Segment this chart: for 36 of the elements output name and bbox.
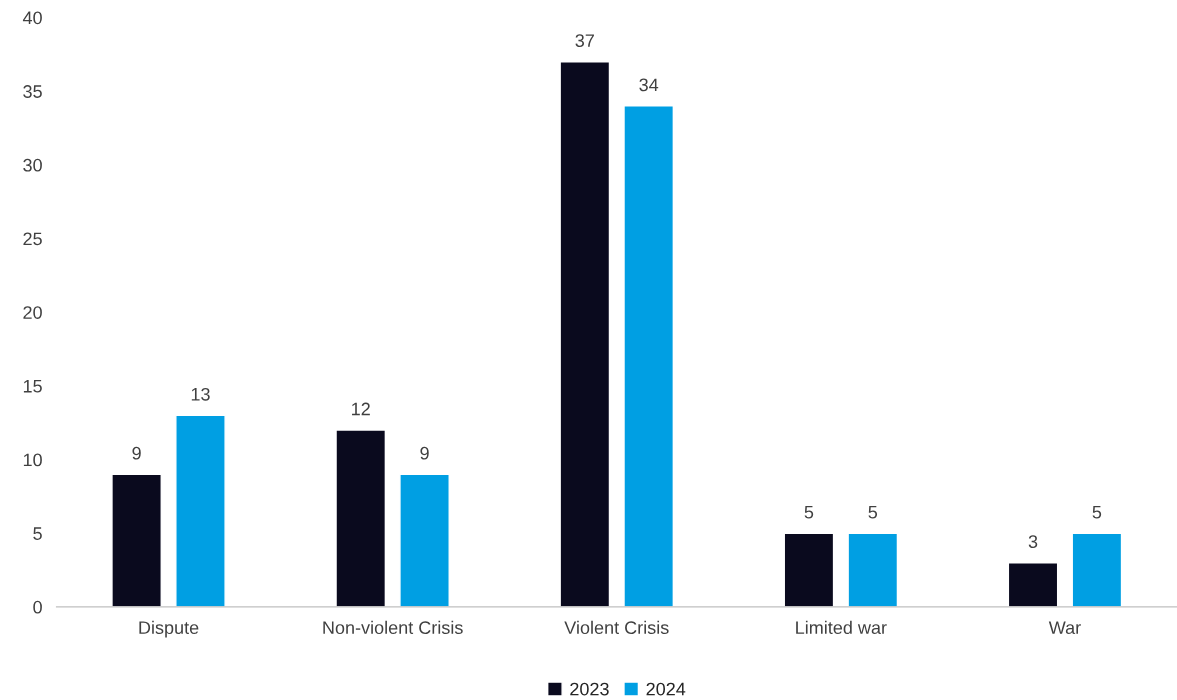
legend-label: 2023 xyxy=(570,682,609,696)
bar xyxy=(1071,532,1123,607)
x-tick-label: Dispute xyxy=(139,620,199,638)
bar xyxy=(1007,561,1059,607)
legend-label: 2024 xyxy=(646,682,686,696)
bar xyxy=(399,473,450,607)
y-tick-label: 0 xyxy=(33,600,42,614)
data-label: 13 xyxy=(191,387,210,401)
x-tick-label: Non-violent Crisis xyxy=(323,620,463,635)
x-tick-label: Limited war xyxy=(796,620,887,635)
bar xyxy=(623,105,675,607)
data-label: 12 xyxy=(352,402,370,416)
data-label: 3 xyxy=(1028,535,1038,549)
y-tick-label: 5 xyxy=(33,527,42,540)
y-tick-label: 30 xyxy=(23,158,42,172)
data-label: 9 xyxy=(132,446,141,460)
bar xyxy=(175,414,226,607)
bar xyxy=(335,429,387,607)
y-tick-label: 15 xyxy=(23,380,42,393)
data-label: 34 xyxy=(639,78,659,92)
x-tick-label: War xyxy=(1048,621,1081,635)
y-tick-label: 35 xyxy=(23,85,42,98)
data-label: 5 xyxy=(1092,505,1102,519)
data-label: 37 xyxy=(575,34,594,48)
data-label: 5 xyxy=(868,505,878,519)
y-tick-label: 10 xyxy=(23,453,42,467)
data-label: 9 xyxy=(420,446,429,460)
bar xyxy=(111,473,162,607)
x-tick-label: Violent Crisis xyxy=(564,620,669,635)
y-tick-label: 20 xyxy=(23,306,42,319)
data-label: 5 xyxy=(804,505,814,519)
bar xyxy=(559,61,611,607)
bar xyxy=(783,532,835,607)
y-tick-label: 25 xyxy=(23,232,42,246)
bar xyxy=(847,532,899,607)
y-tick-label: 40 xyxy=(22,11,42,25)
